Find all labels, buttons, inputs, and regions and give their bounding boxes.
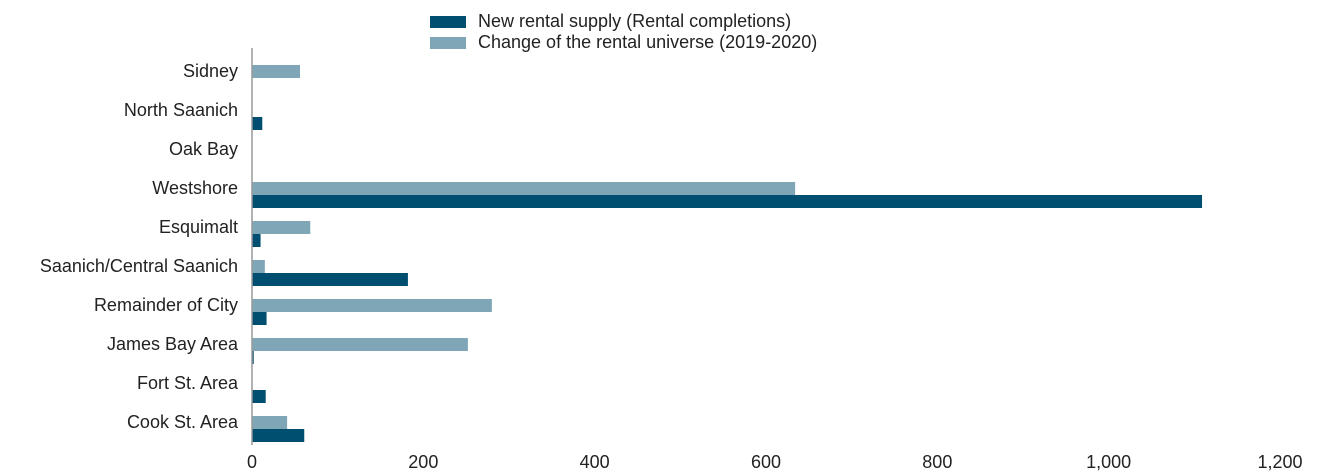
y-tick-label: Sidney xyxy=(183,61,238,81)
legend-label: Change of the rental universe (2019-2020… xyxy=(478,32,817,52)
x-tick-label: 800 xyxy=(922,452,952,472)
bar xyxy=(252,338,468,351)
bar xyxy=(252,221,311,234)
bar xyxy=(252,390,266,403)
y-tick-label: Remainder of City xyxy=(94,295,238,315)
bar xyxy=(252,182,796,195)
y-tick-label: Oak Bay xyxy=(169,139,238,159)
bar xyxy=(252,260,265,273)
x-tick-label: 600 xyxy=(751,452,781,472)
bar xyxy=(252,299,492,312)
y-tick-label: James Bay Area xyxy=(107,334,239,354)
x-tick-label: 1,200 xyxy=(1257,452,1302,472)
bar xyxy=(252,312,267,325)
y-tick-label: Esquimalt xyxy=(159,217,238,237)
bar xyxy=(252,195,1203,208)
x-tick-label: 1,000 xyxy=(1086,452,1131,472)
bar xyxy=(252,351,254,364)
y-tick-label: Cook St. Area xyxy=(127,412,239,432)
y-tick-label: Fort St. Area xyxy=(137,373,239,393)
bar xyxy=(252,65,300,78)
bar xyxy=(252,273,408,286)
y-tick-label: Saanich/Central Saanich xyxy=(40,256,238,276)
x-tick-label: 200 xyxy=(408,452,438,472)
bar xyxy=(252,416,288,429)
bar xyxy=(252,429,305,442)
y-tick-label: Westshore xyxy=(152,178,238,198)
x-tick-label: 0 xyxy=(247,452,257,472)
legend-swatch xyxy=(430,16,466,28)
legend-label: New rental supply (Rental completions) xyxy=(478,11,791,31)
bar xyxy=(252,117,263,130)
x-tick-label: 400 xyxy=(580,452,610,472)
legend-swatch xyxy=(430,37,466,49)
bar xyxy=(252,234,261,247)
y-tick-label: North Saanich xyxy=(124,100,238,120)
